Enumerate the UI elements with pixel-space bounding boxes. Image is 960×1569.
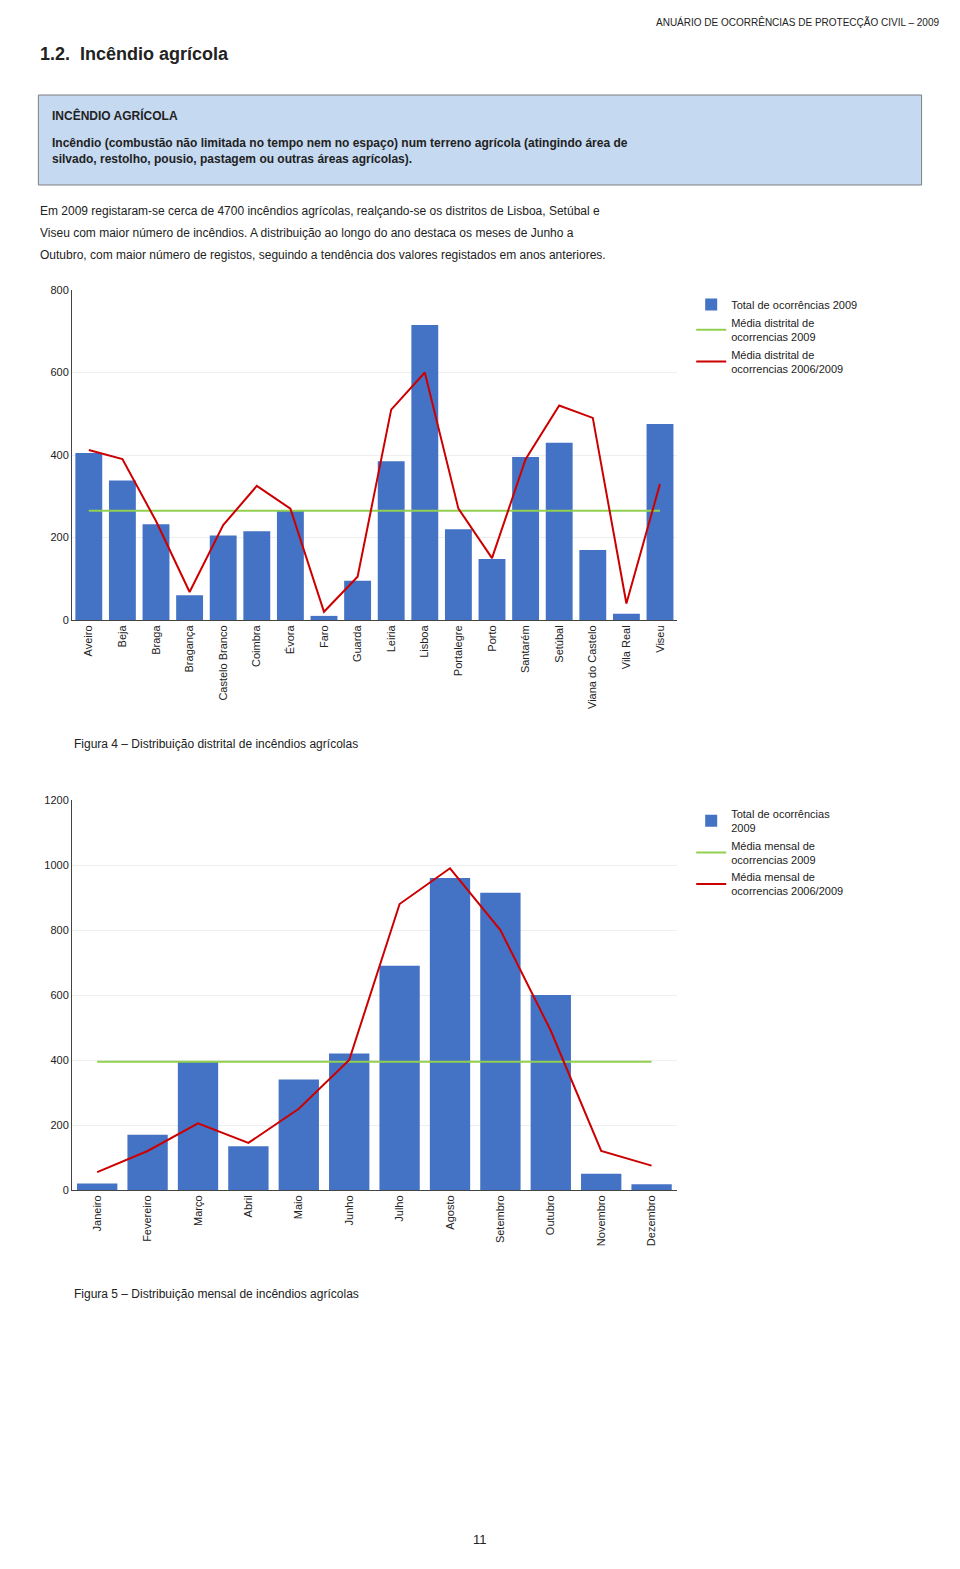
svg-text:Em 2009 registaram-se cerca de: Em 2009 registaram-se cerca de 4700 incê… [40, 204, 600, 218]
svg-text:1.2. Incêndio agrícola: 1.2. Incêndio agrícola [40, 44, 229, 64]
svg-text:INCÊNDIO AGRÍCOLA: INCÊNDIO AGRÍCOLA [52, 108, 178, 123]
svg-text:Dezembro: Dezembro [645, 1195, 657, 1246]
svg-text:Março: Março [192, 1195, 204, 1226]
svg-text:200: 200 [50, 531, 68, 543]
svg-text:Viana do Castelo: Viana do Castelo [586, 625, 598, 709]
svg-text:Novembro: Novembro [595, 1195, 607, 1246]
svg-text:Bragança: Bragança [183, 625, 195, 673]
svg-text:Incêndio (combustão não limita: Incêndio (combustão não limitada no temp… [52, 136, 628, 166]
svg-text:1200: 1200 [44, 794, 68, 806]
svg-text:Coimbra: Coimbra [250, 625, 262, 667]
svg-text:Porto: Porto [486, 625, 498, 651]
svg-text:Fevereiro: Fevereiro [141, 1195, 153, 1241]
svg-text:Setembro: Setembro [494, 1195, 506, 1243]
svg-text:Castelo Branco: Castelo Branco [217, 625, 229, 700]
svg-text:200: 200 [50, 1119, 68, 1131]
svg-text:Total de ocorrências2009: Total de ocorrências2009 [731, 808, 830, 834]
svg-text:Viseu com maior número de incê: Viseu com maior número de incêndios. A d… [40, 226, 574, 240]
svg-text:Leiria: Leiria [385, 625, 397, 653]
svg-text:Setúbal: Setúbal [553, 625, 565, 662]
svg-text:400: 400 [50, 449, 68, 461]
svg-text:Média distrital deocorrencias: Média distrital deocorrencias 2006/2009 [731, 349, 843, 375]
svg-text:1000: 1000 [44, 859, 68, 871]
svg-text:800: 800 [50, 924, 68, 936]
svg-text:Abril: Abril [242, 1195, 254, 1217]
svg-text:Outubro: Outubro [544, 1195, 556, 1235]
svg-text:Figura 4 – Distribuição distri: Figura 4 – Distribuição distrital de inc… [74, 737, 358, 751]
svg-text:0: 0 [63, 1184, 69, 1196]
svg-text:600: 600 [50, 366, 68, 378]
svg-text:Viseu: Viseu [654, 625, 666, 652]
svg-text:Média distrital deocorrencias: Média distrital deocorrencias 2009 [731, 317, 815, 343]
svg-text:Média mensal deocorrencias 200: Média mensal deocorrencias 2009 [731, 840, 815, 866]
svg-text:Beja: Beja [116, 625, 128, 648]
svg-text:Aveiro: Aveiro [82, 625, 94, 656]
svg-text:Santarém: Santarém [519, 625, 531, 673]
svg-text:Évora: Évora [284, 625, 296, 655]
svg-text:Braga: Braga [150, 625, 162, 655]
svg-text:Total de ocorrências 2009: Total de ocorrências 2009 [731, 299, 857, 311]
svg-text:Junho: Junho [343, 1195, 355, 1225]
svg-text:11: 11 [473, 1532, 487, 1547]
svg-text:Maio: Maio [292, 1195, 304, 1219]
svg-text:Outubro, com maior número de r: Outubro, com maior número de registos, s… [40, 248, 606, 262]
svg-text:Portalegre: Portalegre [452, 625, 464, 676]
svg-text:Julho: Julho [393, 1195, 405, 1221]
svg-text:Vila Real: Vila Real [620, 625, 632, 669]
svg-text:Agosto: Agosto [444, 1195, 456, 1229]
svg-text:Faro: Faro [318, 625, 330, 648]
svg-text:0: 0 [63, 614, 69, 626]
svg-text:600: 600 [50, 989, 68, 1001]
svg-text:Lisboa: Lisboa [418, 625, 430, 658]
svg-text:Janeiro: Janeiro [91, 1195, 103, 1231]
svg-text:800: 800 [50, 284, 68, 296]
svg-text:Média mensal deocorrencias 200: Média mensal deocorrencias 2006/2009 [731, 871, 843, 897]
svg-text:Guarda: Guarda [351, 625, 363, 663]
svg-text:Figura 5 – Distribuição mensal: Figura 5 – Distribuição mensal de incênd… [74, 1287, 359, 1301]
svg-text:ANUÁRIO DE OCORRÊNCIAS DE PROT: ANUÁRIO DE OCORRÊNCIAS DE PROTECÇÃO CIVI… [656, 16, 939, 28]
svg-text:400: 400 [50, 1054, 68, 1066]
